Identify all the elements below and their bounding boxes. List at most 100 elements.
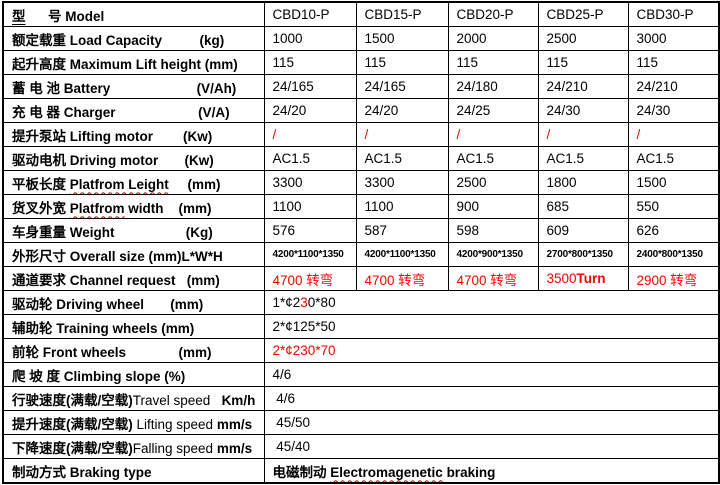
cell-driving-wheel: 1*¢230*80 <box>263 290 720 315</box>
cell-charger-cbd10-p: 24/20 <box>263 98 357 123</box>
text-segment: Travel speed <box>132 392 211 408</box>
cell-falling-speed: 45/40 <box>263 434 720 459</box>
row-charger: 充 电 器 Charger (V/A) 24/20 24/20 24/25 24/30 2… <box>2 98 720 123</box>
cell-front-wheels: 2*¢230*70 <box>263 338 720 363</box>
row-label-travel-speed: 行驶速度(满载/空载)Travel speed Km/h <box>2 386 265 411</box>
text-segment <box>210 393 221 408</box>
text-segment: 制动方式 Braking type <box>12 464 152 480</box>
cell-climbing-slope: 4/6 <box>263 362 720 387</box>
text-segment <box>162 33 200 48</box>
text-segment: 1*¢2 <box>272 295 301 310</box>
row-max-lift-height: 起升高度 Maximum Lift height (mm) 115 115 115 11… <box>2 50 720 75</box>
text-segment: 起升高度 Maximum Lift height (mm) <box>12 56 238 72</box>
text-segment: 货叉外宽 <box>12 200 70 216</box>
text-segment: Turn <box>576 271 606 286</box>
cell-training-wheels: 2*¢125*50 <box>263 314 720 339</box>
cell-charger-cbd25-p: 24/30 <box>537 98 629 123</box>
cell-battery-cbd30-p: 24/210 <box>627 74 720 99</box>
cell-body-weight-cbd25-p: 609 <box>537 218 629 243</box>
text-segment: (mm) <box>170 296 204 312</box>
cell-channel-request-cbd25-p: 3500Turn <box>537 266 629 291</box>
text-segment <box>169 177 188 192</box>
cell-load-capacity-cbd20-p: 2000 <box>447 26 539 51</box>
column-header-cbd20-p: CBD20-P <box>447 1 539 27</box>
cell-channel-request-cbd20-p: 4700 转弯 <box>447 266 539 291</box>
row-driving-wheel: 驱动轮 Driving wheel (mm) 1*¢230*80 <box>2 290 720 315</box>
row-label-falling-speed: 下降速度(满载/空载)Falling speed mm/s <box>2 434 265 459</box>
row-platform-width: 货叉外宽 Platfrom width (mm) 1100 1100 900 685 55… <box>2 194 720 219</box>
row-label-overall-size: 外形尺寸 Overall size (mm)L*W*H <box>2 242 265 267</box>
cell-driving-motor-cbd25-p: AC1.5 <box>537 146 629 171</box>
text-segment: (kg) <box>199 32 225 48</box>
cell-platform-width-cbd10-p: 1100 <box>263 194 357 219</box>
cell-lifting-motor-cbd30-p: / <box>627 122 720 147</box>
cell-lifting-motor-cbd25-p: / <box>537 122 629 147</box>
cell-driving-motor-cbd15-p: AC1.5 <box>355 146 449 171</box>
row-label-front-wheels: 前轮 Front wheels (mm) <box>2 338 265 363</box>
row-front-wheels: 前轮 Front wheels (mm) 2*¢230*70 <box>2 338 720 363</box>
row-label-max-lift-height: 起升高度 Maximum Lift height (mm) <box>2 50 265 75</box>
text-segment: (Kg) <box>185 224 213 240</box>
cell-charger-cbd30-p: 24/30 <box>627 98 720 123</box>
cell-load-capacity-cbd15-p: 1500 <box>355 26 449 51</box>
text-segment: 蓄 电 池 Battery <box>12 80 111 96</box>
row-body-weight: 车身重量 Weight (Kg) 576 587 598 609 626 <box>2 218 720 243</box>
row-label-charger: 充 电 器 Charger (V/A) <box>2 98 265 123</box>
cell-body-weight-cbd30-p: 626 <box>627 218 720 243</box>
text-segment: (V/A) <box>198 104 230 120</box>
text-segment <box>176 273 187 288</box>
text-segment: 提升泵站 Lifting motor <box>12 128 153 144</box>
cell-battery-cbd10-p: 24/165 <box>263 74 357 99</box>
row-platform-length: 平板长度 Platfrom Leight (mm) 3300 3300 2500 180… <box>2 170 720 195</box>
cell-platform-width-cbd20-p: 900 <box>447 194 539 219</box>
row-label-platform-width: 货叉外宽 Platfrom width (mm) <box>2 194 265 219</box>
row-label-training-wheels: 辅助轮 Training wheels (mm) <box>2 314 265 339</box>
row-travel-speed: 行驶速度(满载/空载)Travel speed Km/h 4/6 <box>2 386 720 411</box>
cell-lifting-motor-cbd20-p: / <box>447 122 539 147</box>
text-segment: Electromagenetic <box>330 464 443 480</box>
text-segment: 驱动电机 Driving motor <box>12 152 159 168</box>
cell-platform-width-cbd15-p: 1100 <box>355 194 449 219</box>
cell-body-weight-cbd15-p: 587 <box>355 218 449 243</box>
text-segment: Falling speed <box>132 440 217 456</box>
cell-overall-size-cbd20-p: 4200*900*1350 <box>447 242 539 267</box>
row-label-braking-type: 制动方式 Braking type <box>2 458 265 484</box>
row-driving-motor: 驱动电机 Driving motor (Kw) AC1.5 AC1.5 AC1.5 AC… <box>2 146 720 171</box>
row-label-climbing-slope: 爬 坡 度 Climbing slope (%) <box>2 362 265 387</box>
text-segment <box>144 297 170 312</box>
row-lifting-motor: 提升泵站 Lifting motor (Kw) / / / / / <box>2 122 720 147</box>
text-segment: 辅助轮 Training wheels (mm) <box>12 320 195 336</box>
row-label-body-weight: 车身重量 Weight (Kg) <box>2 218 265 243</box>
text-segment: 提升速度(满载/空载) <box>12 416 133 432</box>
column-header-cbd30-p: CBD30-P <box>627 1 720 27</box>
column-header-cbd25-p: CBD25-P <box>537 1 629 27</box>
text-segment: 额定载重 Load Capacity <box>12 32 163 48</box>
text-segment <box>153 129 183 144</box>
cell-load-capacity-cbd10-p: 1000 <box>263 26 357 51</box>
row-label-driving-wheel: 驱动轮 Driving wheel (mm) <box>2 290 265 315</box>
cell-travel-speed: 4/6 <box>263 386 720 411</box>
cell-max-lift-height-cbd30-p: 115 <box>627 50 720 75</box>
cell-overall-size-cbd25-p: 2700*800*1350 <box>537 242 629 267</box>
text-segment: (mm) <box>178 200 212 216</box>
header-row: 型 号 Model CBD10-P CBD15-P CBD20-P CBD25-P CBD… <box>2 1 720 27</box>
column-header-cbd15-p: CBD15-P <box>355 1 449 27</box>
row-overall-size: 外形尺寸 Overall size (mm)L*W*H 4200*1100*135… <box>2 242 720 267</box>
cell-battery-cbd20-p: 24/180 <box>447 74 539 99</box>
text-segment <box>164 201 179 216</box>
text-segment: (V/Ah) <box>196 80 237 96</box>
cell-max-lift-height-cbd20-p: 115 <box>447 50 539 75</box>
text-segment: mm/s <box>216 416 253 432</box>
text-segment: 3500 <box>546 271 577 286</box>
row-falling-speed: 下降速度(满载/空载)Falling speed mm/s 45/40 <box>2 434 720 459</box>
cell-channel-request-cbd30-p: 2900 转弯 <box>627 266 720 291</box>
cell-battery-cbd15-p: 24/165 <box>355 74 449 99</box>
cell-max-lift-height-cbd15-p: 115 <box>355 50 449 75</box>
text-segment: mm/s <box>216 440 253 456</box>
cell-driving-motor-cbd10-p: AC1.5 <box>263 146 357 171</box>
text-segment <box>115 225 186 240</box>
text-segment: 爬 坡 度 Climbing slope (%) <box>12 368 186 384</box>
cell-load-capacity-cbd30-p: 3000 <box>627 26 720 51</box>
